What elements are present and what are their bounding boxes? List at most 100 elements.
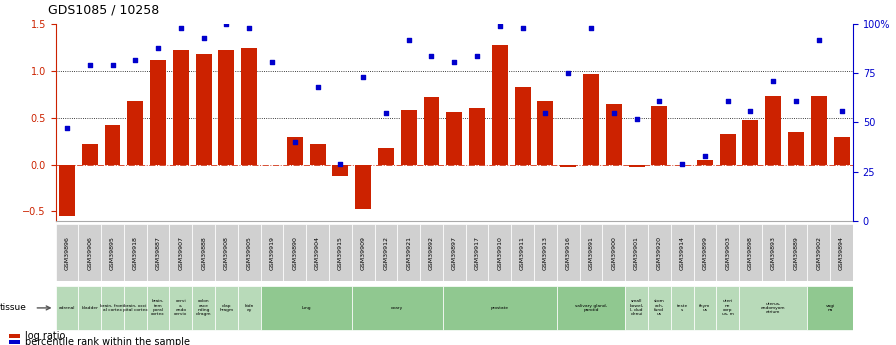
Text: GSM39913: GSM39913 — [543, 236, 548, 270]
Text: GSM39919: GSM39919 — [270, 236, 274, 270]
Text: GSM39903: GSM39903 — [725, 236, 730, 270]
Bar — [237, 286, 261, 330]
Bar — [583, 74, 599, 165]
Point — [310, 84, 324, 90]
Bar — [169, 286, 193, 330]
Point — [629, 116, 643, 121]
Bar — [739, 286, 807, 330]
Text: GSM39909: GSM39909 — [360, 236, 366, 270]
Point — [196, 35, 211, 41]
Bar — [560, 165, 576, 167]
Text: GSM39905: GSM39905 — [246, 236, 252, 270]
Point — [470, 53, 484, 58]
Text: bladder: bladder — [82, 306, 99, 310]
Bar — [534, 224, 556, 281]
Bar — [629, 165, 644, 167]
Text: thym
us: thym us — [699, 304, 711, 312]
Text: tissue: tissue — [0, 303, 27, 313]
Bar — [694, 224, 716, 281]
Bar — [492, 45, 508, 165]
Bar — [671, 224, 694, 281]
Bar — [375, 224, 397, 281]
Bar — [788, 132, 804, 165]
Bar — [648, 286, 671, 330]
Text: GSM39892: GSM39892 — [429, 236, 434, 270]
Text: GSM39899: GSM39899 — [702, 236, 708, 270]
Text: GSM39893: GSM39893 — [771, 236, 776, 270]
Bar — [807, 224, 831, 281]
Text: GSM39904: GSM39904 — [315, 236, 320, 270]
Bar — [306, 224, 329, 281]
Bar — [743, 120, 758, 165]
Bar — [124, 224, 147, 281]
Bar — [151, 60, 166, 165]
Bar — [651, 106, 668, 165]
Text: prostate: prostate — [491, 306, 509, 310]
Point — [425, 53, 439, 58]
Text: GSM39887: GSM39887 — [156, 236, 160, 270]
Bar — [82, 144, 98, 165]
Point — [401, 37, 416, 43]
Text: stom
ach,
fund
us: stom ach, fund us — [654, 299, 665, 316]
Text: GSM39901: GSM39901 — [634, 236, 639, 270]
Bar — [78, 224, 101, 281]
Bar — [378, 148, 394, 165]
Bar — [78, 286, 101, 330]
Bar — [538, 101, 554, 165]
Bar — [606, 104, 622, 165]
Text: GSM39915: GSM39915 — [338, 236, 343, 270]
Bar — [56, 286, 78, 330]
Text: GSM39891: GSM39891 — [589, 236, 593, 270]
Point — [584, 25, 599, 31]
Text: GDS1085 / 10258: GDS1085 / 10258 — [47, 3, 159, 16]
Bar — [241, 48, 257, 165]
Bar — [127, 101, 143, 165]
Bar — [716, 224, 739, 281]
Bar — [237, 224, 261, 281]
Bar — [811, 96, 827, 165]
Point — [675, 161, 689, 167]
Bar — [215, 286, 237, 330]
Bar — [514, 87, 530, 165]
Point — [447, 59, 461, 64]
Point — [652, 98, 667, 104]
Bar — [352, 286, 443, 330]
Text: GSM39895: GSM39895 — [110, 236, 115, 270]
Bar — [697, 160, 713, 165]
Bar — [556, 224, 580, 281]
Bar — [173, 50, 189, 165]
Bar — [101, 224, 124, 281]
Text: brain, front
al cortex: brain, front al cortex — [100, 304, 125, 312]
Bar — [101, 286, 124, 330]
Text: GSM39902: GSM39902 — [816, 236, 822, 270]
Text: small
bowel,
I, dud
denui: small bowel, I, dud denui — [629, 299, 643, 316]
Bar — [193, 286, 215, 330]
Bar — [602, 224, 625, 281]
Bar — [807, 286, 853, 330]
Text: diap
hragm: diap hragm — [220, 304, 234, 312]
Point — [744, 108, 758, 114]
Bar — [719, 134, 736, 165]
Text: GSM39900: GSM39900 — [611, 236, 616, 270]
Point — [60, 126, 74, 131]
Text: GSM39917: GSM39917 — [475, 236, 479, 270]
Point — [379, 110, 393, 115]
Text: GSM39920: GSM39920 — [657, 236, 662, 270]
Bar — [580, 224, 602, 281]
Point — [174, 25, 188, 31]
Text: GSM39906: GSM39906 — [87, 236, 92, 270]
Bar — [261, 224, 283, 281]
Bar — [765, 96, 781, 165]
Point — [265, 59, 280, 64]
Bar — [283, 224, 306, 281]
Text: vagi
na: vagi na — [825, 304, 835, 312]
Bar — [287, 137, 303, 165]
Text: brain, occi
pital cortex: brain, occi pital cortex — [123, 304, 148, 312]
Point — [106, 63, 120, 68]
Bar — [648, 224, 671, 281]
Point — [128, 57, 142, 62]
Point — [720, 98, 735, 104]
Bar — [443, 286, 556, 330]
Text: GSM39921: GSM39921 — [406, 236, 411, 270]
Text: GSM39914: GSM39914 — [679, 236, 685, 270]
